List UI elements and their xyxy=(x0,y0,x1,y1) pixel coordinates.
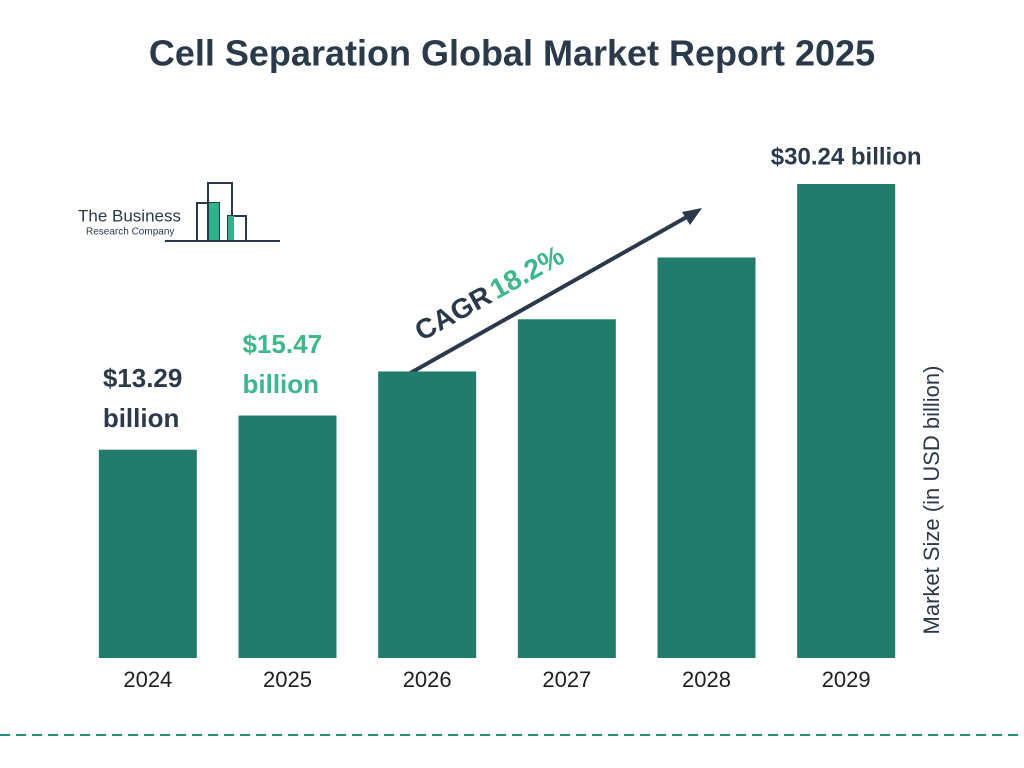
logo-shape xyxy=(207,203,219,241)
logo-shape xyxy=(228,216,234,241)
cagr-arrow xyxy=(397,212,693,382)
cagr-arrow-head xyxy=(682,208,702,225)
value-label: $13.29 billion xyxy=(102,362,183,433)
x-tick-label: 2025 xyxy=(263,667,312,692)
bar xyxy=(378,371,477,658)
bar xyxy=(238,415,337,658)
value-label: $30.24 billion xyxy=(771,143,922,170)
cagr-value: 18.2% xyxy=(485,239,570,305)
y-axis-label: Market Size (in USD billion) xyxy=(919,366,944,635)
bar xyxy=(797,184,896,658)
x-tick-label: 2026 xyxy=(403,667,452,692)
x-tick-label: 2028 xyxy=(682,667,731,692)
bar xyxy=(657,257,756,658)
logo-text: Research Company xyxy=(86,227,174,238)
logo-text: The Business xyxy=(78,206,181,225)
bar xyxy=(517,319,616,658)
value-label: $15.47 billion xyxy=(242,328,323,399)
x-tick-label: 2029 xyxy=(822,667,871,692)
bar xyxy=(98,449,197,658)
cagr-label: CAGR xyxy=(409,280,496,347)
x-tick-label: 2027 xyxy=(542,667,591,692)
chart-title: Cell Separation Global Market Report 202… xyxy=(149,33,875,74)
x-tick-label: 2024 xyxy=(123,667,172,692)
logo: The Business Research Company xyxy=(78,182,280,242)
